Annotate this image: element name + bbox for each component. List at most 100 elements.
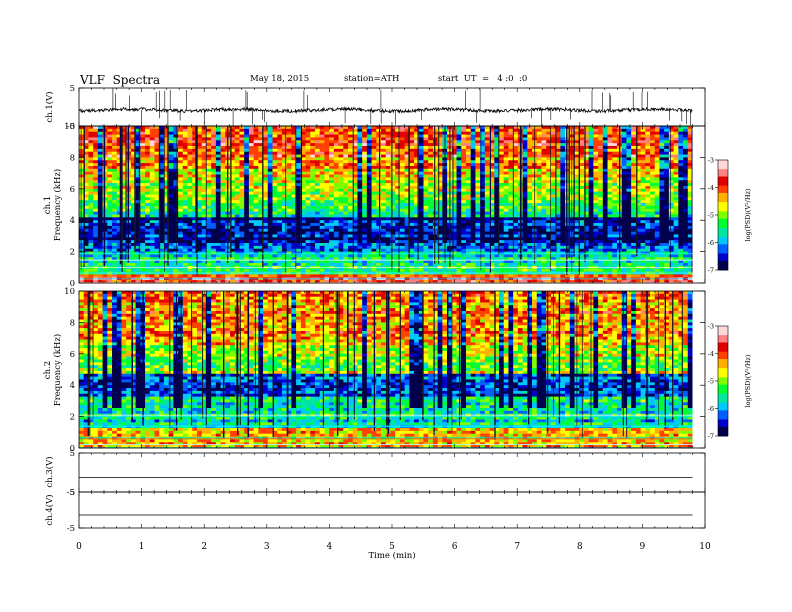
spectrogram-cell xyxy=(310,225,316,230)
spectrogram-cell xyxy=(79,143,85,147)
spectrogram-cell xyxy=(196,177,203,181)
spectrogram-cell xyxy=(230,134,236,138)
spectrogram-cell xyxy=(97,191,103,195)
spectrogram-cell xyxy=(588,214,594,218)
spectrogram-cell xyxy=(206,168,212,173)
spectrogram-cell xyxy=(687,191,693,195)
spectrogram-cell xyxy=(399,188,406,193)
spectrogram-cell xyxy=(602,200,608,204)
spectrogram-cell xyxy=(97,154,103,158)
spectrogram-cell xyxy=(182,160,188,164)
spectrogram-cell xyxy=(324,180,330,184)
spectrogram-cell xyxy=(244,231,250,235)
spectrogram-cell xyxy=(650,145,656,150)
spectrogram-cell xyxy=(130,134,137,138)
spectrogram-cell xyxy=(574,231,580,235)
spectrogram-cell xyxy=(244,165,250,170)
spectrogram-cell xyxy=(182,205,188,210)
spectrogram-cell xyxy=(263,234,269,238)
spectrogram-cell xyxy=(244,140,250,144)
spectrogram-cell xyxy=(635,145,641,150)
spectrogram-cell xyxy=(645,211,651,215)
spectrogram-cell xyxy=(593,174,599,178)
spectrogram-cell xyxy=(593,188,599,193)
spectrogram-cell xyxy=(324,197,330,201)
spectrogram-cell xyxy=(645,145,651,150)
spectrogram-cell xyxy=(461,171,467,175)
spectrogram-cell xyxy=(296,157,302,161)
spectrogram-cell xyxy=(352,174,358,178)
spectrogram-cell xyxy=(234,140,240,144)
spectrogram-cell xyxy=(366,205,372,210)
spectrogram-cell xyxy=(347,214,354,218)
spectrogram-cell xyxy=(664,231,670,235)
spectrogram-cell xyxy=(508,188,514,193)
spectrogram-cell xyxy=(310,168,316,173)
spectrogram-cell xyxy=(536,151,542,155)
spectrogram-cell xyxy=(263,165,269,170)
spectrogram-cell xyxy=(244,208,250,213)
spectrogram-cell xyxy=(97,225,103,230)
spectrogram-cell xyxy=(635,211,641,215)
spectrogram-cell xyxy=(508,126,514,130)
spectrogram-cell xyxy=(668,145,674,150)
spectrogram-cell xyxy=(508,134,514,138)
spectrogram-cell xyxy=(206,185,212,190)
spectrogram-cell xyxy=(399,143,406,147)
spectrogram-cell xyxy=(560,223,566,227)
spectrogram-cell xyxy=(324,143,330,147)
spectrogram-cell xyxy=(140,188,146,193)
spectrogram-cell xyxy=(253,197,259,201)
spectrogram-cell xyxy=(451,137,457,141)
spectrogram-cell xyxy=(130,143,137,147)
spectrogram-cell xyxy=(168,234,174,238)
spectrogram-cell xyxy=(484,131,490,135)
spectrogram-cell xyxy=(135,188,141,193)
spectrogram-cell xyxy=(277,185,283,190)
spectrogram-cell xyxy=(182,228,188,233)
spectrogram-cell xyxy=(456,148,462,153)
spectrogram-cell xyxy=(314,231,321,235)
spectrogram-cell xyxy=(371,194,377,198)
spectrogram-cell xyxy=(513,180,519,184)
spectrogram-cell xyxy=(234,211,240,215)
spectrogram-cell xyxy=(178,197,184,201)
spectrogram-cell xyxy=(583,183,590,187)
spectrogram-cell xyxy=(286,194,292,198)
spectrogram-cell xyxy=(206,191,212,195)
spectrogram-cell xyxy=(305,211,311,215)
spectrogram-cell xyxy=(437,220,443,224)
spectrogram-cell xyxy=(541,194,547,198)
spectrogram-cell xyxy=(390,183,396,187)
spectrogram-cell xyxy=(480,225,486,230)
spectrogram-cell xyxy=(121,177,127,181)
spectrogram-cell xyxy=(654,228,660,233)
spectrogram-cell xyxy=(399,137,406,141)
spectrogram-cell xyxy=(93,231,99,235)
spectrogram-cell xyxy=(130,208,137,213)
spectrogram-cell xyxy=(381,177,387,181)
spectrogram-cell xyxy=(664,211,670,215)
spectrogram-cell xyxy=(626,165,632,170)
spectrogram-cell xyxy=(206,220,212,224)
spectrogram-cell xyxy=(310,165,316,170)
spectrogram-cell xyxy=(140,134,146,138)
spectrogram-cell xyxy=(673,194,679,198)
spectrogram-cell xyxy=(366,151,372,155)
spectrogram-cell xyxy=(678,223,684,227)
spectrogram-cell xyxy=(513,220,519,224)
spectrogram-cell xyxy=(465,183,472,187)
spectrogram-cell xyxy=(168,231,174,235)
spectrogram-cell xyxy=(465,220,472,224)
spectrogram-cell xyxy=(159,151,165,155)
spectrogram-cell xyxy=(286,228,292,233)
spectrogram-cell xyxy=(182,143,188,147)
spectrogram-cell xyxy=(230,174,236,178)
spectrogram-cell xyxy=(470,154,476,158)
spectrogram-cell xyxy=(659,225,665,230)
spectrogram-cell xyxy=(173,197,179,201)
spectrogram-cell xyxy=(178,228,184,233)
spectrogram-cell xyxy=(678,140,684,144)
spectrogram-cell xyxy=(376,185,382,190)
spectrogram-cell xyxy=(432,191,439,195)
